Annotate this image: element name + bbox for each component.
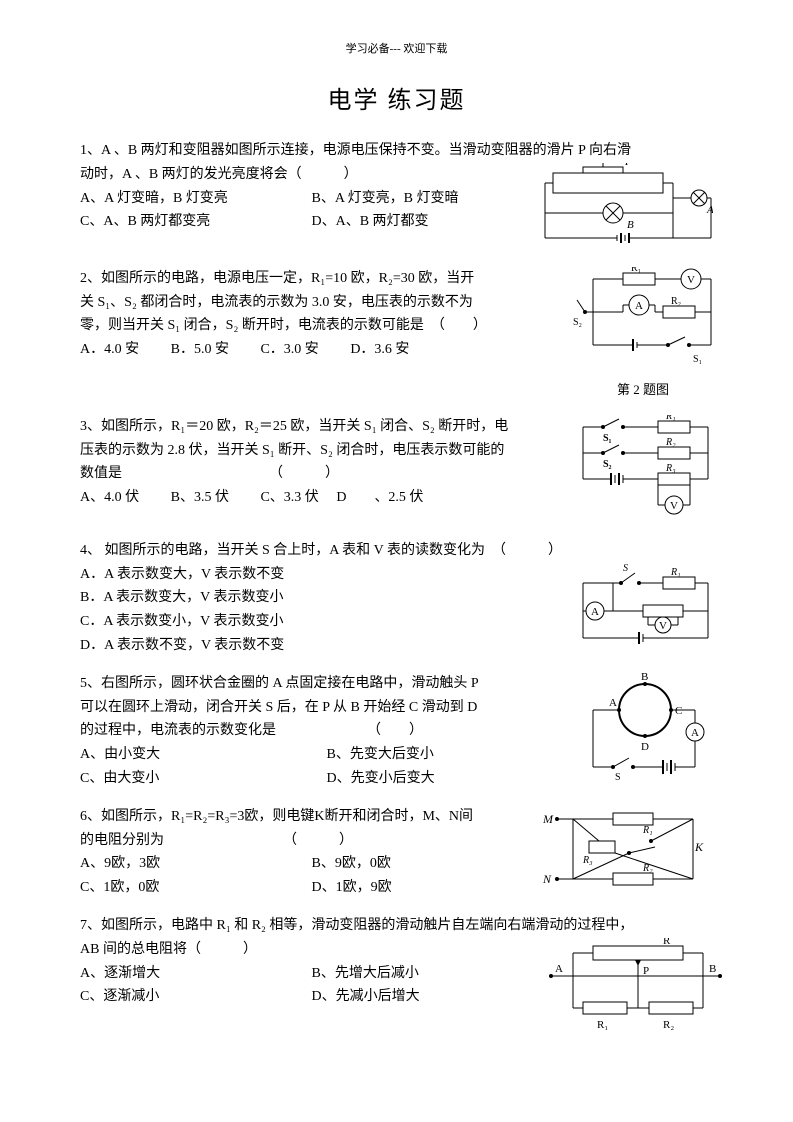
q7-label-r2: R₂ [663,1019,674,1031]
q2-label-s1: S₁ [693,354,702,365]
q5-option-a: A、由小变大 [80,743,319,767]
q6-label-m: M [543,812,554,826]
q3-option-c: C、3.3 伏 [260,486,318,510]
q6-option-c: C、1欧，0欧 [80,876,304,900]
q2-label-r2: R₂ [671,296,681,307]
q4-label-v: V [659,620,667,632]
q6-stem-line1: 6、如图所示，R₁=R₂=R₃=3欧，则电键K断开和闭合时，M、N间 [80,805,535,829]
q2-label-r1: R₁ [631,267,641,274]
q1-label-b: B [627,219,634,231]
q1-option-c: C、A、B 两灯都变亮 [80,210,304,234]
q1-option-d: D、A、B 两灯都变 [312,210,536,234]
q7-label-a: A [555,963,563,975]
q2-figure: R₁ V A R₂ S₂ [573,267,713,401]
q4-figure: S R₁ A V [573,563,713,653]
question-6: 6、如图所示，R₁=R₂=R₃=3欧，则电键K断开和闭合时，M、N间 的电阻分别… [80,805,713,900]
question-5: 5、右图所示，圆环状合金圈的 A 点固定接在电路中，滑动触头 P 可以在圆环上滑… [80,672,713,791]
q2-label-s2: S₂ [573,317,582,328]
q4-label-r1: R₁ [670,567,681,578]
q1-stem-line1: 1、A 、B 两灯和变阻器如图所示连接，电源电压保持不变。当滑动变阻器的滑片 P… [80,139,713,163]
q2-option-a: A．4.0 安 [80,338,139,362]
q3-label-r2: R₂ [665,437,676,448]
q6-label-r1: R₁ [642,825,653,836]
q5-option-d: D、先变小后变大 [327,767,566,791]
q7-option-b: B、先增大后减小 [312,962,536,986]
q6-stem-line2: 的电阻分别为 （ ） [80,829,535,853]
q3-option-b: B、3.5 伏 [171,486,229,510]
q5-option-c: C、由大变小 [80,767,319,791]
q2-stem-line1: 2、如图所示的电路，电源电压一定，R₁=10 欧，R₂=30 欧，当开 [80,267,565,291]
q7-label-r1: R₁ [597,1019,608,1031]
q4-stem: 4、 如图所示的电路，当开关 S 合上时，A 表和 V 表的读数变化为 （ ） [80,539,713,563]
q3-label-s2: S₂ [603,459,612,470]
q2-stem-line2: 关 S₁、S₂ 都闭合时，电流表的示数为 3.0 安，电压表的示数不为 [80,291,565,315]
q2-option-b: B．5.0 安 [171,338,229,362]
q3-label-s1: S₁ [603,433,612,444]
q5-label-b: B [641,672,648,683]
q6-label-k: K [694,840,704,854]
q1-option-a: A、A 灯变暗，B 灯变亮 [80,187,304,211]
q4-option-a: A．A 表示数变大，V 表示数不变 [80,563,565,587]
q7-option-a: A、逐渐增大 [80,962,304,986]
q3-figure: S₁ R₁ S₂ R₂ [573,415,713,525]
q5-label-s: S [615,772,621,782]
q3-option-a: A、4.0 伏 [80,486,139,510]
q5-label-d: D [641,741,649,753]
q7-option-c: C、逐渐减小 [80,985,304,1009]
q5-option-b: B、先变大后变小 [327,743,566,767]
question-4: 4、 如图所示的电路，当开关 S 合上时，A 表和 V 表的读数变化为 （ ） … [80,539,713,658]
q1-figure: P B A [543,163,713,253]
page-title: 电学 练习题 [80,80,713,115]
q3-stem-line3: 数值是 （ ） [80,462,565,486]
q3-stem-line1: 3、如图所示，R₁＝20 欧，R₂＝25 欧，当开关 S₁ 闭合、S₂ 断开时，… [80,415,565,439]
q6-label-r3: R₃ [582,855,593,866]
q7-figure: R P A B [543,938,713,1033]
q5-stem-line1: 5、右图所示，圆环状合金圈的 A 点固定接在电路中，滑动触头 P [80,672,565,696]
q4-option-d: D．A 表示数不变，V 表示数不变 [80,634,565,658]
header-note: 学习必备--- 欢迎下载 [80,40,713,56]
q7-label-p: P [643,965,649,977]
q1-stem-line2: 动时，A 、B 两灯的发光亮度将会（ ） [80,163,535,187]
q2-stem-line3: 零，则当开关 S₁ 闭合，S₂ 断开时，电流表的示数可能是 （ ） [80,314,565,338]
question-3: 3、如图所示，R₁＝20 欧，R₂＝25 欧，当开关 S₁ 闭合、S₂ 断开时，… [80,415,713,525]
q6-figure: M N R₁ R₂ [543,805,713,895]
q3-label-v: V [670,500,678,512]
q6-option-a: A、9欧，3欧 [80,852,304,876]
q4-option-b: B．A 表示数变大，V 表示数变小 [80,586,565,610]
q6-option-b: B、9欧，0欧 [312,852,536,876]
q5-label-a: A [609,697,617,709]
page: 学习必备--- 欢迎下载 电学 练习题 1、A 、B 两灯和变阻器如图所示连接，… [0,0,793,1122]
q1-option-b: B、A 灯变亮，B 灯变暗 [312,187,536,211]
q5-stem-line2: 可以在圆环上滑动，闭合开关 S 后，在 P 从 B 开始经 C 滑动到 D [80,696,565,720]
q7-label-r: R [663,938,671,947]
q7-option-d: D、先减小后增大 [312,985,536,1009]
q1-label-a: A [706,204,713,216]
q3-stem-line2: 压表的示数为 2.8 伏，当开关 S₁ 断开、S₂ 闭合时，电压表示数可能的 [80,439,565,463]
q2-option-c: C．3.0 安 [260,338,318,362]
q1-label-p: P [624,163,632,168]
q5-label-c: C [675,705,682,717]
q2-label-a: A [635,300,643,312]
q5-label-am: A [691,727,699,739]
q2-label-v: V [687,274,695,286]
q4-label-s: S [623,563,628,574]
q7-stem-line2: AB 间的总电阻将（ ） [80,938,535,962]
q3-option-d: 、2.5 伏 [374,486,423,510]
q2-option-d: D．3.6 安 [350,338,409,362]
q3-label-r3: R₃ [665,463,676,474]
question-2: 2、如图所示的电路，电源电压一定，R₁=10 欧，R₂=30 欧，当开 关 S₁… [80,267,713,401]
q3-label-r1: R₁ [665,415,676,422]
question-7: 7、如图所示，电路中 R₁ 和 R₂ 相等，滑动变阻器的滑动触片自左端向右端滑动… [80,914,713,1033]
q5-stem-line3: 的过程中，电流表的示数变化是 （ ） [80,719,565,743]
q5-figure: B A C D A S [573,672,713,782]
question-1: 1、A 、B 两灯和变阻器如图所示连接，电源电压保持不变。当滑动变阻器的滑片 P… [80,139,713,253]
q6-option-d: D、1欧，9欧 [312,876,536,900]
q4-label-a: A [591,606,599,618]
q6-label-n: N [543,872,552,886]
q7-label-b: B [709,963,716,975]
q2-caption: 第 2 题图 [573,379,713,401]
q7-stem-line1: 7、如图所示，电路中 R₁ 和 R₂ 相等，滑动变阻器的滑动触片自左端向右端滑动… [80,914,713,938]
q4-option-c: C．A 表示数变小，V 表示数变小 [80,610,565,634]
